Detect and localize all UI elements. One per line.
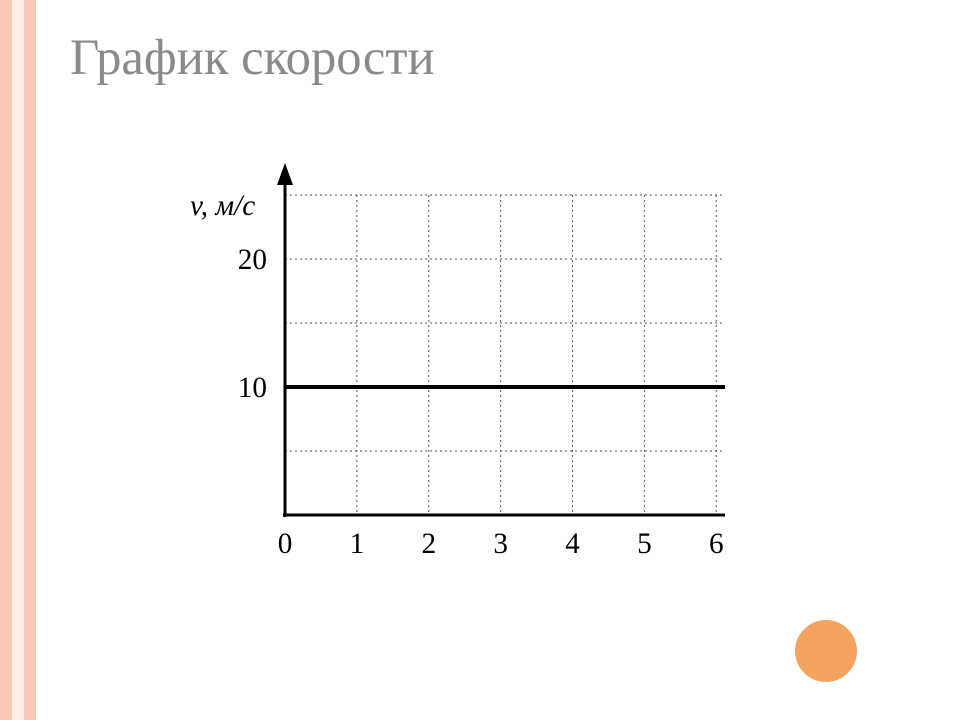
x-tick-label: 3	[493, 528, 508, 560]
decor-stripe-1	[0, 0, 12, 720]
y-axis-arrow-icon	[277, 163, 293, 185]
page-title: График скорости	[70, 28, 435, 86]
decor-stripe-2	[12, 0, 24, 720]
x-tick-label: 6	[709, 528, 724, 560]
y-tick-label: 20	[238, 244, 267, 276]
slide: График скорости 01234561020v, м/сt, с	[0, 0, 960, 720]
x-tick-label: 1	[350, 528, 365, 560]
x-tick-label: 2	[421, 528, 436, 560]
y-axis-label: v, м/с	[190, 190, 255, 222]
x-tick-label: 5	[637, 528, 652, 560]
decor-stripe-3	[24, 0, 36, 720]
y-tick-label: 10	[238, 372, 267, 404]
x-tick-label: 0	[278, 528, 293, 560]
x-tick-label: 4	[565, 528, 580, 560]
decor-bullet	[795, 620, 857, 682]
velocity-chart: 01234561020v, м/сt, с	[115, 135, 725, 595]
